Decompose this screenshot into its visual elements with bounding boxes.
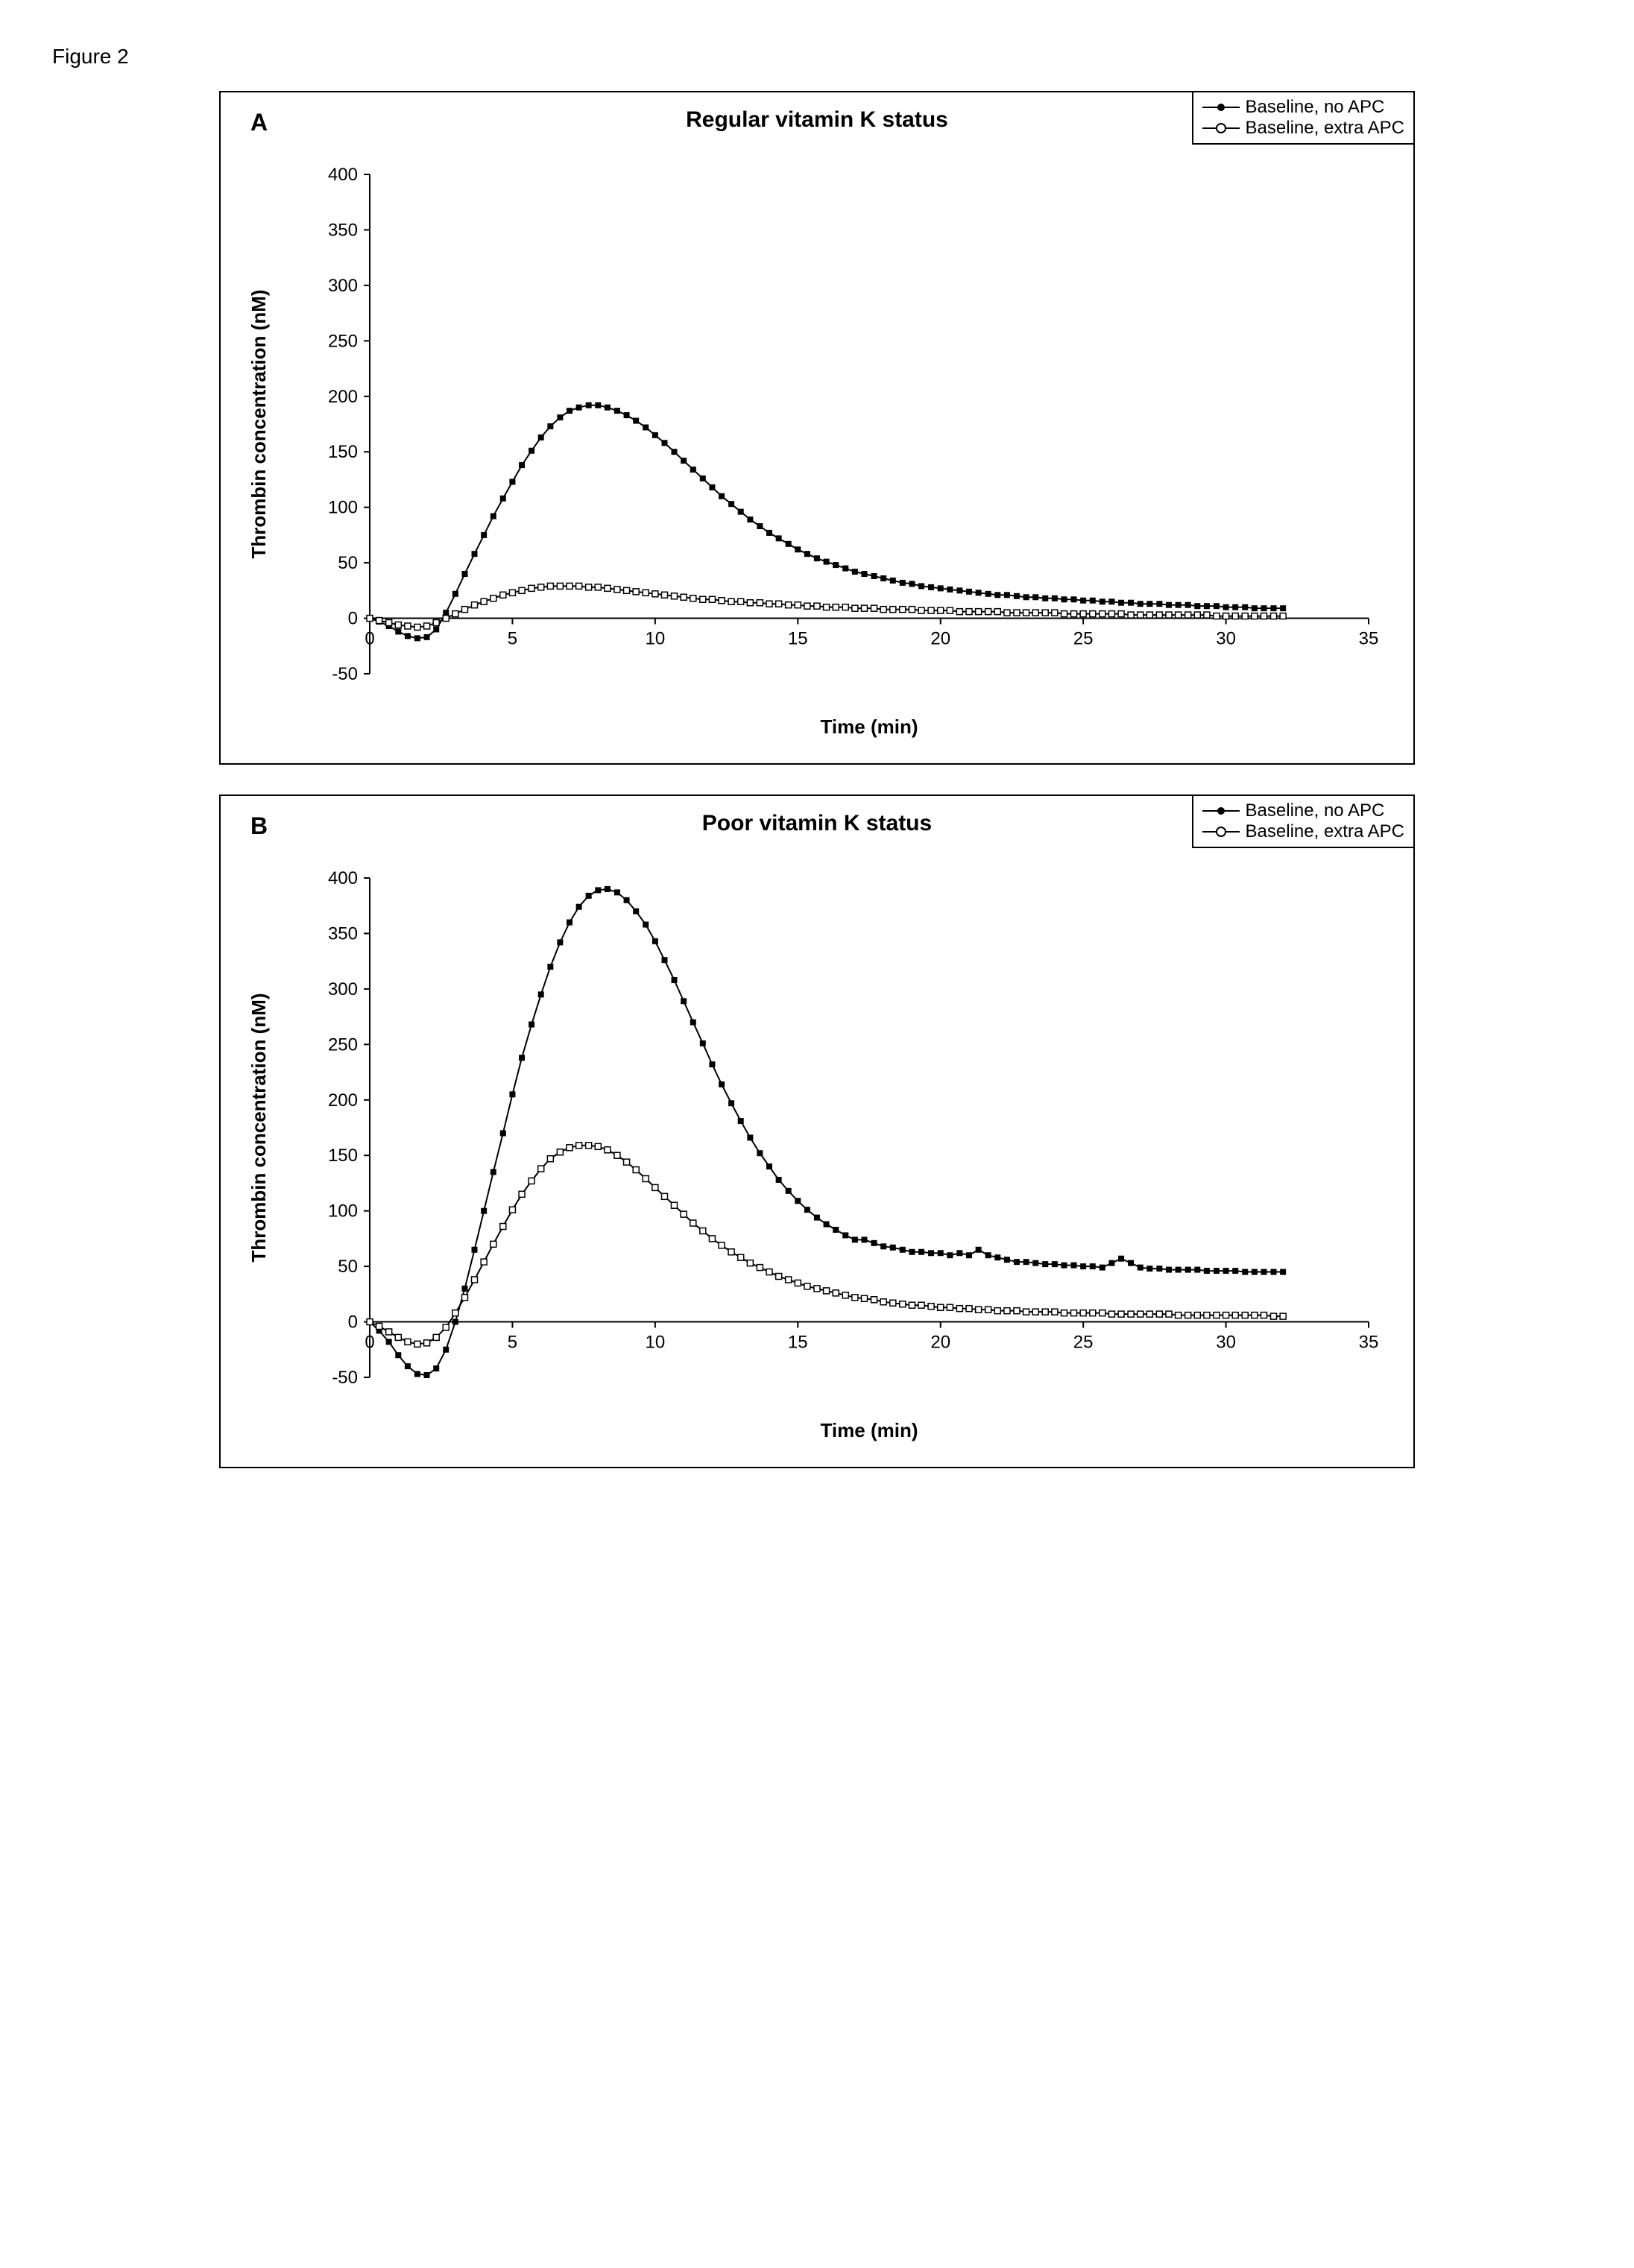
svg-text:200: 200: [328, 1090, 358, 1111]
panel-a: A Regular vitamin K status Baseline, no …: [219, 91, 1415, 765]
svg-text:25: 25: [1073, 629, 1094, 649]
svg-text:400: 400: [328, 868, 358, 888]
svg-text:-50: -50: [332, 664, 358, 684]
svg-text:50: 50: [338, 1257, 358, 1277]
svg-text:25: 25: [1073, 1333, 1094, 1353]
svg-text:35: 35: [1359, 1333, 1379, 1353]
figure-label: Figure 2: [52, 45, 1589, 69]
svg-text:10: 10: [646, 1333, 666, 1353]
chart-a: 0 5 10 15 20 25 30 35 -50 0 50 100 150 200 250 300 350 40…: [221, 92, 1413, 763]
svg-text:0: 0: [348, 1313, 358, 1333]
svg-text:150: 150: [328, 442, 358, 462]
svg-text:0: 0: [348, 609, 358, 629]
svg-text:Thrombin concentration (nM): Thrombin concentration (nM): [247, 993, 270, 1262]
svg-text:5: 5: [508, 629, 517, 649]
svg-text:35: 35: [1359, 629, 1379, 649]
svg-text:5: 5: [508, 1333, 517, 1353]
svg-text:100: 100: [328, 498, 358, 518]
svg-text:30: 30: [1216, 629, 1236, 649]
svg-text:250: 250: [328, 331, 358, 351]
svg-text:50: 50: [338, 553, 358, 573]
svg-text:400: 400: [328, 165, 358, 185]
svg-text:300: 300: [328, 979, 358, 999]
svg-text:10: 10: [646, 629, 666, 649]
svg-text:30: 30: [1216, 1333, 1236, 1353]
svg-text:350: 350: [328, 923, 358, 944]
svg-text:-50: -50: [332, 1368, 358, 1388]
svg-text:Thrombin concentration (nM): Thrombin concentration (nM): [247, 289, 270, 558]
svg-text:Time (min): Time (min): [821, 716, 918, 738]
svg-text:150: 150: [328, 1146, 358, 1166]
chart-b: 0 5 10 15 20 25 30 35 -50 0 50 100 150 200 250 300 350 40…: [221, 796, 1413, 1467]
svg-text:Time (min): Time (min): [821, 1419, 918, 1441]
svg-text:20: 20: [930, 1333, 950, 1353]
svg-text:15: 15: [788, 629, 808, 649]
svg-text:0: 0: [365, 1333, 374, 1353]
svg-text:15: 15: [788, 1333, 808, 1353]
svg-text:250: 250: [328, 1035, 358, 1055]
svg-text:350: 350: [328, 220, 358, 240]
svg-text:0: 0: [365, 629, 374, 649]
svg-text:300: 300: [328, 276, 358, 296]
svg-text:100: 100: [328, 1201, 358, 1222]
svg-text:200: 200: [328, 387, 358, 407]
panel-b: B Poor vitamin K status Baseline, no APC…: [219, 795, 1415, 1468]
svg-text:20: 20: [930, 629, 950, 649]
